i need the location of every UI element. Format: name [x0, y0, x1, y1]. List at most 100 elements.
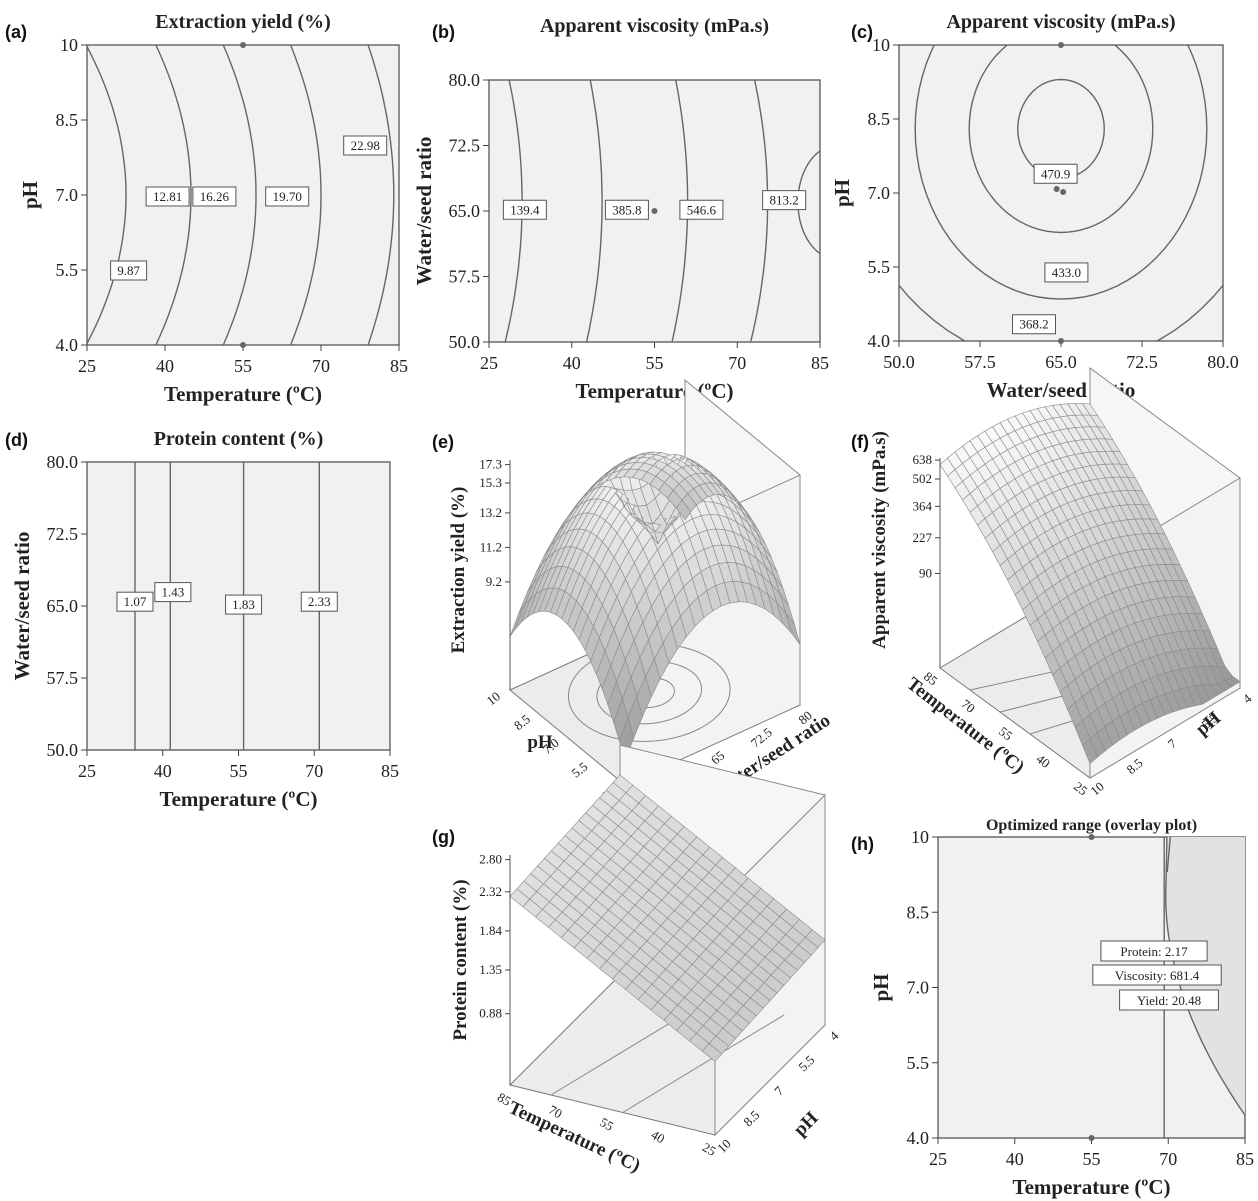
- contour-label: 139.4: [510, 202, 540, 217]
- contour-label: 2.33: [308, 594, 331, 609]
- panel-tag: (f): [851, 432, 869, 452]
- y-tick-label: 8.5: [868, 109, 891, 129]
- z-tick-label: 638: [913, 452, 933, 467]
- contour-label-box: [145, 186, 190, 207]
- contour-line: [87, 45, 127, 345]
- x-tick-label: 85: [381, 761, 399, 781]
- x-tick-label: 40: [154, 761, 172, 781]
- y-axis-label: pH: [830, 179, 854, 207]
- y-axis-label: Water/seed ratio: [412, 137, 436, 286]
- contour-label: 22.98: [351, 138, 380, 153]
- x-tick-label: 70: [312, 356, 330, 376]
- contour-label-box: [154, 582, 192, 603]
- contour-label-box: [300, 591, 338, 612]
- design-point: [651, 208, 658, 214]
- design-point: [1060, 189, 1067, 196]
- z-axis-label: Extraction yield (%): [448, 487, 469, 654]
- surface-patch: [939, 457, 956, 477]
- contour-line: [585, 80, 603, 342]
- contour-label-box: [604, 199, 649, 220]
- overlay-annotation-box: [1092, 964, 1222, 986]
- y-tick-label: 4.0: [56, 335, 79, 355]
- floor-contour: [622, 1014, 785, 1113]
- overlay-annotation: Protein: 2.17: [1120, 944, 1188, 959]
- z-tick-label: 1.35: [479, 962, 502, 977]
- z-tick-label: 13.2: [479, 505, 502, 520]
- axis1-tick-label: 85: [495, 1089, 514, 1108]
- z-tick-label: 502: [913, 471, 933, 486]
- panel-h: 25 40 55 70 85 4.0 5.5 7.0 8.5 10 Temperature (ºC)…: [851, 817, 1254, 1199]
- contour-label: 9.87: [117, 263, 140, 278]
- x-tick-label: 57.5: [964, 352, 996, 372]
- z-tick-label: 0.88: [479, 1006, 502, 1021]
- y-tick-label: 4.0: [907, 1128, 930, 1148]
- axis1-tick-label: 40: [1034, 751, 1053, 771]
- contour-line: [914, 45, 1208, 300]
- axis2-tick-label: 8.5: [740, 1107, 762, 1129]
- contour-line: [1017, 78, 1105, 179]
- overlay-annotation-box: [1100, 940, 1208, 962]
- contour-label: 1.43: [161, 585, 184, 600]
- contour-label: 1.83: [232, 597, 255, 612]
- x-tick-label: 55: [1083, 1149, 1101, 1169]
- contour-label: 19.70: [273, 189, 302, 204]
- y-tick-label: 80.0: [47, 452, 79, 472]
- z-tick-label: 17.3: [479, 457, 502, 472]
- y-tick-label: 10: [911, 827, 929, 847]
- y-tick-label: 10: [872, 35, 890, 55]
- panel-tag: (a): [5, 22, 27, 42]
- z-tick-label: 2.32: [479, 884, 502, 899]
- panel-tag: (h): [851, 834, 874, 854]
- contour-line: [749, 80, 769, 342]
- axis1-tick-label: 5.5: [568, 759, 590, 781]
- y-tick-label: 7.0: [868, 183, 891, 203]
- axis2-tick-label: 8.5: [1124, 755, 1146, 777]
- y-tick-label: 4.0: [868, 331, 891, 351]
- contour-label: 16.26: [200, 189, 230, 204]
- axis1-tick-label: 25: [700, 1139, 719, 1158]
- x-tick-label: 70: [305, 761, 323, 781]
- x-tick-label: 40: [563, 353, 581, 373]
- contour-label: 546.6: [687, 202, 717, 217]
- axis2-tick-label: 10: [1087, 779, 1107, 799]
- z-tick-label: 2.80: [479, 852, 502, 867]
- design-point: [1058, 42, 1064, 48]
- chart-title: Optimized range (overlay plot): [986, 817, 1197, 834]
- y-tick-label: 50.0: [449, 332, 481, 352]
- chart-title: Protein content (%): [154, 428, 324, 450]
- x-axis-label: Temperature (ºC): [576, 379, 734, 403]
- x-axis-label: Temperature (ºC): [164, 382, 322, 406]
- axis2-tick-label: 7: [771, 1083, 786, 1099]
- plot-area: [86, 44, 400, 346]
- x-tick-label: 25: [929, 1149, 947, 1169]
- panel-tag: (b): [432, 22, 455, 42]
- panel-a: 25 40 55 70 85 4.0 5.5 7.0 8.5 10 Temperature (ºC)…: [5, 11, 408, 406]
- y-tick-label: 57.5: [47, 668, 79, 688]
- x-tick-label: 40: [156, 356, 174, 376]
- chart-title: Apparent viscosity (mPa.s): [540, 15, 769, 37]
- design-point: [240, 342, 246, 348]
- contour-label: 433.0: [1052, 265, 1081, 280]
- z-tick-label: 1.84: [479, 923, 502, 938]
- boundary-line: [1166, 837, 1171, 873]
- axis1-label: pH: [527, 732, 553, 753]
- design-point: [1058, 338, 1064, 344]
- contour-label: 368.2: [1019, 317, 1048, 332]
- z-tick-label: 227: [913, 530, 933, 545]
- contour-label-box: [1033, 163, 1078, 184]
- x-tick-label: 85: [811, 353, 829, 373]
- contour-label-box: [679, 199, 724, 220]
- x-tick-label: 25: [78, 761, 96, 781]
- contour-label-box: [1044, 262, 1089, 283]
- x-axis-label: Temperature (ºC): [160, 787, 318, 811]
- panel-e: (e) 9.2 11.2 13.2 15.3 17.3 Extraction yield (…: [432, 378, 834, 807]
- chart-title: Apparent viscosity (mPa.s): [946, 11, 1175, 33]
- panel-g: (g) 0.88 1.35 1.84 2.32 2.80 Protein content (…: [432, 744, 842, 1177]
- y-tick-label: 8.5: [907, 902, 930, 922]
- panel-tag: (c): [851, 22, 873, 42]
- z-tick-label: 364: [913, 498, 933, 513]
- contour-label: 12.81: [153, 189, 182, 204]
- panel-b: 25 40 55 70 85 50.0 57.5 65.0 72.5 80.0 Temperatur…: [412, 15, 829, 403]
- x-tick-label: 55: [230, 761, 248, 781]
